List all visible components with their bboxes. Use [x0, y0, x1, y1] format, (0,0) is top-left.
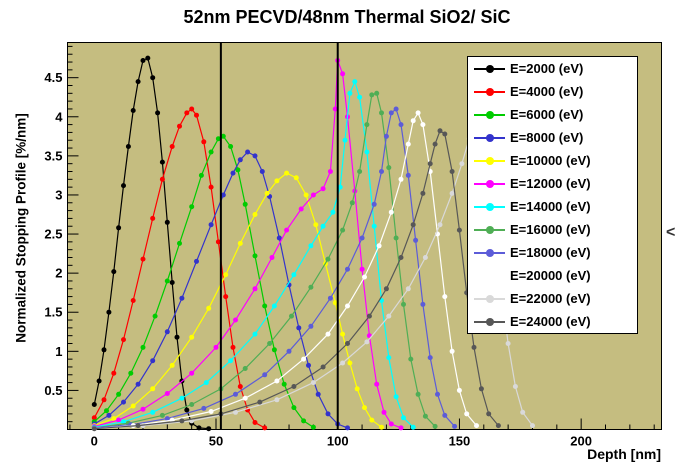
- legend-entry: E=22000 (eV): [468, 287, 637, 310]
- series-12000: [91, 58, 404, 431]
- legend-marker-icon: [473, 126, 506, 149]
- legend-label: E=20000 (eV): [510, 268, 591, 283]
- y-axis-title: Normalized Stopping Profile [%/nm]: [13, 113, 29, 343]
- y-tick-label: 3: [55, 187, 62, 202]
- legend-label: E=18000 (eV): [510, 245, 591, 260]
- series-10000: [91, 170, 384, 430]
- legend-label: E=16000 (eV): [510, 222, 591, 237]
- legend-entry: E=20000 (eV): [468, 264, 637, 287]
- legend-label: E=22000 (eV): [510, 291, 591, 306]
- legend-marker-icon: [473, 264, 506, 287]
- legend-entry: E=4000 (eV): [468, 80, 637, 103]
- legend-marker-icon: [473, 57, 506, 80]
- legend-entry: E=24000 (eV): [468, 310, 637, 333]
- x-tick-label: 200: [570, 434, 592, 449]
- legend-marker-icon: [473, 103, 506, 126]
- legend-entry: E=14000 (eV): [468, 195, 637, 218]
- x-tick-label: 150: [449, 434, 471, 449]
- y-tick-label: 0.5: [44, 383, 62, 398]
- legend-box: E=2000 (eV) E=4000 (eV) E=6000 (eV) E=8000 …: [467, 56, 638, 334]
- y-tick-label: 1.5: [44, 305, 62, 320]
- legend-marker-icon: [473, 310, 506, 333]
- legend-label: E=10000 (eV): [510, 153, 591, 168]
- series-16000: [91, 90, 438, 431]
- x-tick-label: 100: [327, 434, 349, 449]
- y-tick-label: 4.5: [44, 70, 62, 85]
- y-tick-label: 3.5: [44, 148, 62, 163]
- x-axis-title: Depth [nm]: [587, 446, 661, 462]
- legend-marker-icon: [473, 149, 506, 172]
- y-tick-label: 1: [55, 344, 62, 359]
- series-4000: [91, 106, 268, 431]
- y-tick-label: 2.5: [44, 227, 62, 242]
- legend-marker-icon: [473, 80, 506, 103]
- chevron-left-icon[interactable]: <: [666, 224, 676, 241]
- legend-label: E=4000 (eV): [510, 84, 584, 99]
- legend-entry: E=18000 (eV): [468, 241, 637, 264]
- legend-label: E=2000 (eV): [510, 61, 584, 76]
- x-tick-label: 50: [209, 434, 223, 449]
- x-tick-label: 0: [91, 434, 98, 449]
- legend-entry: E=6000 (eV): [468, 103, 637, 126]
- legend-entry: E=10000 (eV): [468, 149, 637, 172]
- legend-marker-icon: [473, 241, 506, 264]
- series-2000: [91, 55, 212, 432]
- series-20000: [91, 110, 479, 432]
- legend-marker-icon: [473, 172, 506, 195]
- y-tick-label: 4: [55, 109, 63, 124]
- legend-entry: E=16000 (eV): [468, 218, 637, 241]
- y-tick-label: 2: [55, 266, 62, 281]
- legend-label: E=12000 (eV): [510, 176, 591, 191]
- legend-entry: E=12000 (eV): [468, 172, 637, 195]
- plot-title: 52nm PECVD/48nm Thermal SiO2/ SiC: [183, 7, 511, 27]
- legend-label: E=14000 (eV): [510, 199, 591, 214]
- legend-entry: E=2000 (eV): [468, 57, 637, 80]
- legend-marker-icon: [473, 195, 506, 218]
- legend-label: E=24000 (eV): [510, 314, 591, 329]
- series-14000: [91, 79, 416, 430]
- legend-label: E=6000 (eV): [510, 107, 584, 122]
- legend-label: E=8000 (eV): [510, 130, 584, 145]
- legend-marker-icon: [473, 287, 506, 310]
- legend-entry: E=8000 (eV): [468, 126, 637, 149]
- legend-marker-icon: [473, 218, 506, 241]
